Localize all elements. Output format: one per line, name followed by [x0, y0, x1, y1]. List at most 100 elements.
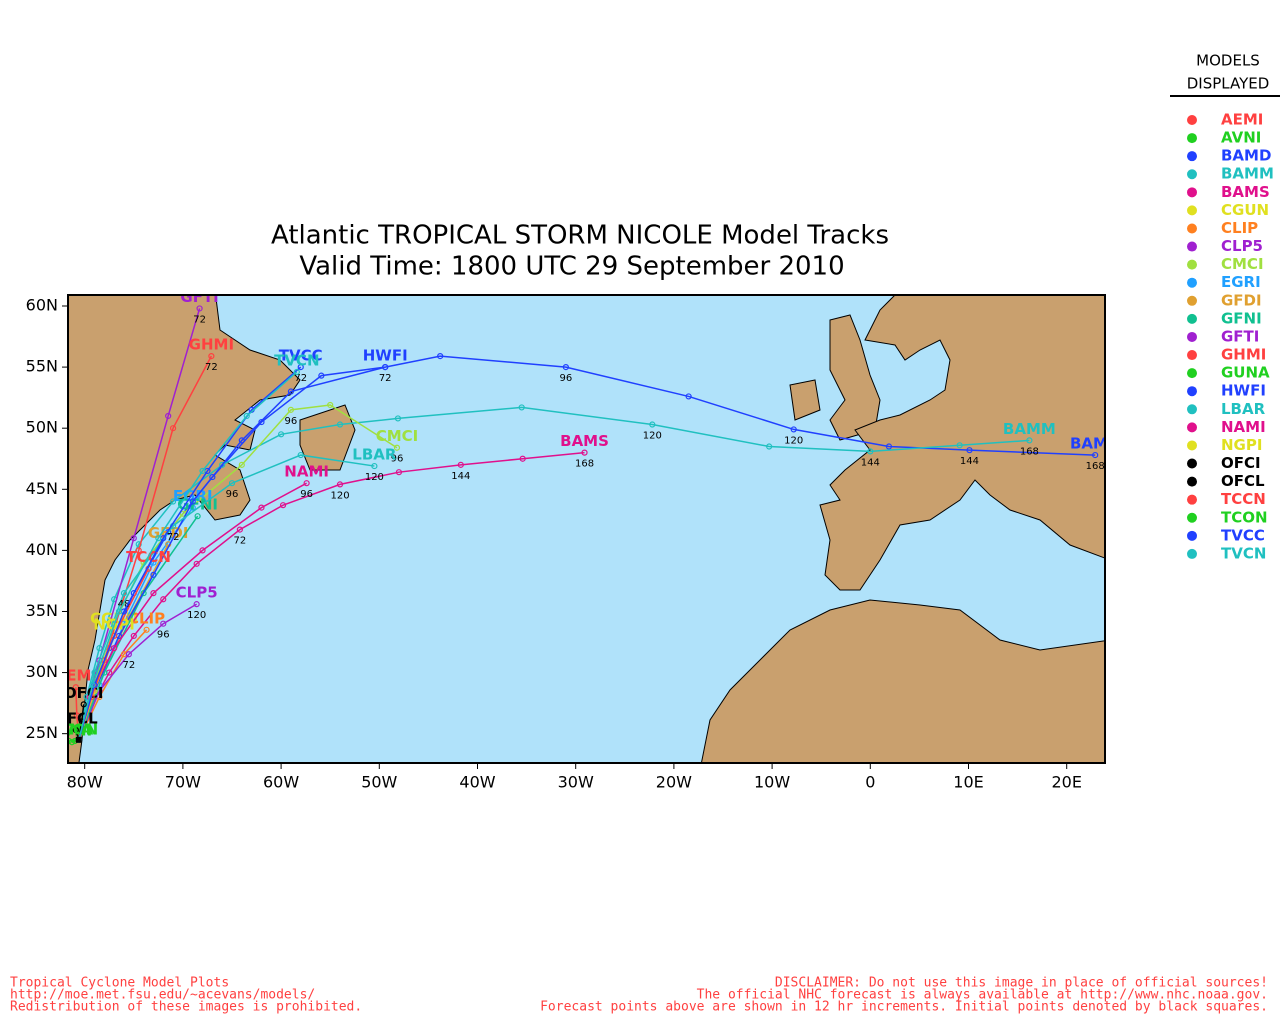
legend-marker — [1187, 259, 1197, 270]
legend-label: TCCN — [1221, 490, 1266, 508]
track-point — [318, 372, 325, 379]
legend-label: CMCI — [1221, 255, 1264, 273]
footer-left: http://moe.met.fsu.edu/~acevans/models/ — [10, 988, 315, 1003]
legend-marker — [1187, 241, 1197, 252]
track-point — [336, 481, 344, 488]
track-point — [649, 421, 656, 428]
legend-label: BAMM — [1221, 165, 1274, 183]
track-line — [78, 406, 1030, 740]
track-label: BAMD — [1070, 435, 1120, 453]
track-point — [243, 412, 250, 420]
track-point — [120, 590, 128, 597]
x-tick-label: 0 — [865, 773, 875, 792]
track-point — [258, 504, 265, 511]
chart-title: Atlantic TROPICAL STORM NICOLE Model Tra… — [271, 221, 889, 251]
x-tick-label: 60W — [263, 773, 299, 792]
track-point — [293, 368, 300, 376]
forecast-hour: 48 — [118, 599, 131, 610]
forecast-hour: 72 — [193, 314, 206, 325]
legend-label: NGPI — [1221, 436, 1262, 454]
legend-title: DISPLAYED — [1187, 75, 1270, 93]
track-point — [80, 701, 87, 708]
legend-marker — [1187, 350, 1197, 361]
track-point — [193, 560, 200, 567]
x-tick-label: 80W — [67, 773, 103, 792]
forecast-hour: 72 — [123, 660, 136, 671]
track-point — [966, 447, 973, 454]
track-point — [143, 626, 150, 633]
legend-label: CLIP — [1221, 219, 1258, 237]
legend-marker — [1187, 476, 1197, 487]
legend-label: CGUN — [1221, 201, 1269, 219]
legend-marker — [1187, 169, 1197, 180]
track-label: AEMI — [55, 667, 97, 685]
legend-marker — [1187, 422, 1197, 433]
track-point — [336, 421, 344, 428]
track-point — [111, 632, 118, 640]
track-point — [135, 547, 142, 554]
track-label: CLP5 — [176, 584, 218, 602]
legend-label: OFCL — [1221, 472, 1265, 490]
track-line — [78, 371, 298, 740]
track-point — [89, 681, 96, 688]
track-point — [73, 712, 80, 719]
x-tick-label: 10W — [754, 773, 790, 792]
footer-right: DISCLAIMER: Do not use this image in pla… — [775, 976, 1268, 991]
legend-marker — [1187, 512, 1197, 523]
forecast-hour: 96 — [226, 489, 239, 500]
legend-label: BAMS — [1221, 183, 1270, 201]
legend-marker — [1187, 548, 1197, 559]
track-point — [395, 469, 403, 476]
legend-marker — [1187, 223, 1197, 234]
footer-left: Redistribution of these images is prohib… — [10, 1000, 362, 1015]
track-point — [111, 645, 118, 652]
y-tick-label: 25N — [26, 723, 58, 742]
track-point — [96, 645, 103, 652]
track-point — [287, 388, 295, 395]
track-line — [78, 454, 375, 740]
legend-marker — [1187, 205, 1197, 216]
track-label: TCON — [52, 721, 99, 739]
forecast-hour: 120 — [643, 431, 662, 442]
track-label: BAMS — [560, 432, 609, 450]
x-tick-label: 20W — [656, 773, 692, 792]
track-point — [885, 443, 893, 450]
track-point — [115, 608, 123, 615]
forecast-hour: 144 — [451, 471, 470, 482]
legend-marker — [1187, 404, 1197, 415]
track-point — [165, 412, 172, 420]
track-line — [78, 603, 198, 741]
track-point — [581, 449, 588, 456]
forecast-hour: 96 — [285, 416, 298, 427]
legend-marker — [1187, 386, 1197, 397]
forecast-hour: 168 — [575, 459, 594, 470]
track-point — [790, 426, 797, 433]
track-point — [238, 437, 245, 444]
track-point — [297, 363, 304, 371]
track-point — [287, 406, 295, 413]
forecast-hour: 168 — [1020, 446, 1039, 457]
track-label: HWFI — [363, 347, 408, 365]
y-tick-label: 30N — [26, 662, 58, 681]
track-point — [199, 547, 206, 554]
track-point — [155, 535, 162, 542]
track-point — [209, 473, 216, 481]
forecast-hour: 168 — [1086, 461, 1105, 472]
x-tick-label: 50W — [361, 773, 397, 792]
track-point — [135, 541, 142, 548]
legend-title: MODELS — [1196, 52, 1260, 70]
legend-marker — [1187, 313, 1197, 324]
track-point — [199, 467, 206, 475]
forecast-hour: 72 — [294, 373, 307, 384]
y-tick-label: 40N — [26, 540, 58, 559]
y-tick-label: 55N — [26, 357, 58, 376]
legend-marker — [1187, 368, 1197, 379]
y-tick-label: 45N — [26, 479, 58, 498]
x-tick-label: 40W — [459, 773, 495, 792]
track-point — [766, 443, 773, 450]
track-line — [78, 404, 398, 740]
forecast-hour: 120 — [330, 490, 349, 501]
track-point — [437, 352, 444, 360]
track-point — [562, 363, 569, 371]
